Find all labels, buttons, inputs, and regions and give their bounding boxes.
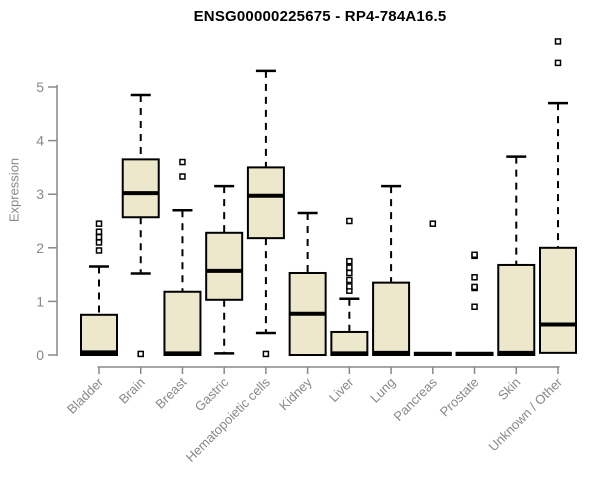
outlier-breast (179, 173, 186, 180)
x-tick-label: Kidney (276, 374, 315, 413)
outlier-hematopoietic-cells (262, 350, 270, 358)
outlier-bladder (95, 220, 103, 227)
x-tick-label: Brain (116, 375, 148, 407)
y-tick-label: 2 (36, 240, 44, 256)
x-tick-label: Liver (326, 374, 357, 405)
outlier-bladder (95, 239, 103, 246)
outlier-prostate (471, 251, 478, 259)
y-tick-label: 5 (36, 79, 44, 95)
outlier-unknown-other (554, 59, 562, 67)
outlier-prostate (471, 303, 478, 311)
box-unknown-other (538, 246, 577, 354)
outlier-pancreas (429, 220, 437, 227)
x-tick-label: Bladder (64, 374, 107, 417)
outlier-bladder (95, 233, 103, 241)
box-hematopoietic-cells (246, 166, 285, 240)
y-tick-label: 1 (36, 293, 44, 309)
box-lung (372, 281, 411, 357)
outlier-liver (346, 217, 353, 225)
outlier-prostate (471, 274, 478, 281)
outlier-brain (137, 350, 144, 358)
chart-title: ENSG00000225675 - RP4-784A16.5 (193, 8, 447, 25)
box-breast (163, 290, 202, 357)
outlier-unknown-other (554, 38, 562, 45)
outlier-liver (346, 283, 353, 290)
y-tick-label: 0 (36, 347, 44, 363)
outlier-bladder (95, 228, 103, 235)
outlier-breast (179, 158, 186, 166)
y-axis-label: Expression (6, 157, 22, 223)
x-tick-label: Breast (152, 374, 189, 411)
x-tick-label: Skin (495, 375, 523, 403)
y-tick-label: 3 (36, 186, 44, 202)
x-tick-label: Pancreas (390, 374, 440, 424)
outlier-liver (346, 276, 353, 284)
outlier-bladder (95, 247, 103, 254)
x-tick-label: Prostate (437, 375, 482, 420)
x-tick-label: Gastric (192, 374, 232, 414)
y-tick-label: 4 (36, 133, 44, 149)
box-gastric (205, 231, 244, 301)
outlier-liver (346, 257, 353, 265)
x-tick-label: Unknown / Other (486, 374, 566, 454)
box-brain (121, 158, 160, 219)
outlier-liver (346, 264, 353, 271)
outlier-liver (346, 269, 353, 277)
outlier-prostate (471, 283, 478, 291)
box-bladder (80, 313, 118, 356)
box-skin (497, 263, 536, 356)
x-tick-label: Lung (367, 375, 398, 406)
